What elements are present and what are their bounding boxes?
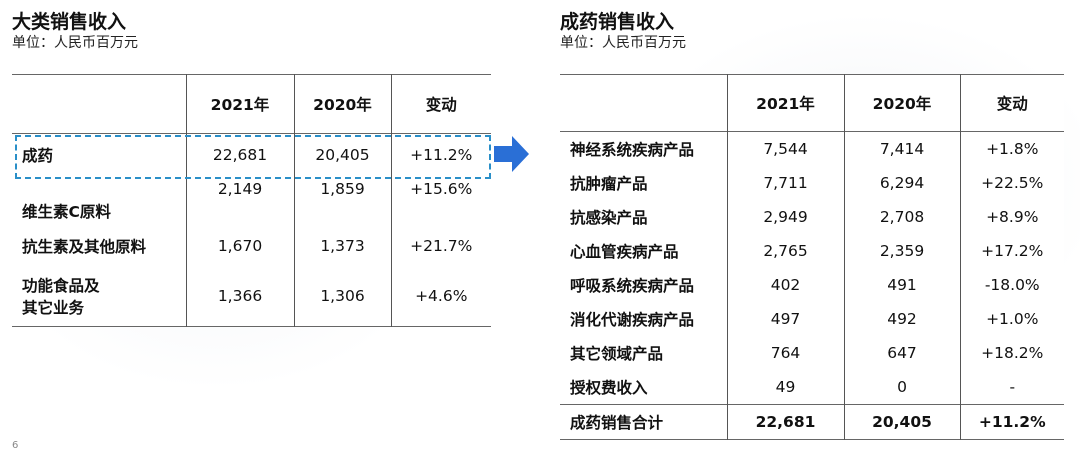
table-row: 维生素C原料 2,149 1,859 +15.6% bbox=[12, 176, 491, 226]
header-change: 变动 bbox=[390, 74, 491, 134]
value-2020: 7,414 bbox=[843, 131, 960, 166]
value-change: +22.5% bbox=[959, 166, 1064, 200]
drug-sales-title: 成药销售收入 bbox=[560, 11, 675, 33]
value-2021: 7,711 bbox=[726, 166, 844, 200]
value-change: +1.8% bbox=[959, 131, 1064, 166]
value-2020: 1,859 bbox=[293, 176, 391, 226]
row-label: 成药 bbox=[22, 147, 54, 165]
value-2021: 49 bbox=[726, 370, 844, 405]
value-2021: 1,670 bbox=[185, 226, 294, 266]
table-row: 成药 22,681 20,405 +11.2% bbox=[12, 133, 491, 176]
total-2020: 20,405 bbox=[843, 404, 960, 440]
row-label-line-2: 其它业务 bbox=[22, 299, 85, 317]
value-change: +21.7% bbox=[390, 226, 491, 266]
table-header-row: 2021年 2020年 变动 bbox=[560, 74, 1064, 132]
value-2021: 2,949 bbox=[726, 200, 844, 234]
value-2020: 1,373 bbox=[293, 226, 391, 266]
category-sales-unit: 单位：人民币百万元 bbox=[12, 35, 138, 51]
value-2020: 2,359 bbox=[843, 234, 960, 268]
value-2020: 492 bbox=[843, 302, 960, 336]
row-label: 消化代谢疾病产品 bbox=[570, 311, 695, 329]
total-label: 成药销售合计 bbox=[560, 404, 727, 440]
table-row: 呼吸系统疾病产品 402 491 -18.0% bbox=[560, 268, 1064, 302]
header-2021: 2021年 bbox=[185, 74, 294, 134]
table-row: 抗生素及其他原料 1,670 1,373 +21.7% bbox=[12, 226, 491, 266]
row-label: 抗肿瘤产品 bbox=[570, 175, 648, 193]
value-2020: 0 bbox=[843, 370, 960, 405]
value-change: +18.2% bbox=[959, 336, 1064, 370]
value-2021: 22,681 bbox=[185, 133, 294, 176]
value-2020: 491 bbox=[843, 268, 960, 302]
row-label: 功能食品及 其它业务 bbox=[12, 266, 186, 327]
total-change: +11.2% bbox=[959, 404, 1064, 440]
header-change: 变动 bbox=[959, 74, 1064, 132]
value-change: - bbox=[959, 370, 1064, 405]
value-2020: 6,294 bbox=[843, 166, 960, 200]
table-row: 消化代谢疾病产品 497 492 +1.0% bbox=[560, 302, 1064, 336]
drug-sales-unit: 单位：人民币百万元 bbox=[560, 35, 686, 51]
row-label: 呼吸系统疾病产品 bbox=[570, 277, 695, 295]
category-sales-table: 2021年 2020年 变动 成药 22,681 20,405 +11.2% 维… bbox=[12, 74, 491, 327]
value-change: +15.6% bbox=[390, 176, 491, 226]
row-label: 抗生素及其他原料 bbox=[22, 238, 147, 256]
drug-sales-panel: 成药销售收入 单位：人民币百万元 2021年 2020年 变动 神经系统疾病产品… bbox=[560, 10, 1064, 440]
value-2021: 1,366 bbox=[185, 266, 294, 327]
value-2021: 2,149 bbox=[185, 176, 294, 226]
value-change: +11.2% bbox=[390, 133, 491, 176]
value-2021: 2,765 bbox=[726, 234, 844, 268]
row-label: 授权费收入 bbox=[570, 379, 648, 397]
header-blank bbox=[12, 75, 186, 134]
header-2020: 2020年 bbox=[293, 74, 391, 134]
value-change: +8.9% bbox=[959, 200, 1064, 234]
row-label-line-1: 功能食品及 bbox=[22, 277, 100, 295]
value-change: +17.2% bbox=[959, 234, 1064, 268]
row-label: 维生素C原料 bbox=[22, 203, 111, 221]
table-header-row: 2021年 2020年 变动 bbox=[12, 74, 491, 134]
page-number: 6 bbox=[12, 440, 19, 451]
header-2020: 2020年 bbox=[843, 74, 960, 132]
total-2021: 22,681 bbox=[726, 404, 844, 440]
table-row: 抗感染产品 2,949 2,708 +8.9% bbox=[560, 200, 1064, 234]
table-row: 心血管疾病产品 2,765 2,359 +17.2% bbox=[560, 234, 1064, 268]
arrow-right-icon bbox=[494, 136, 529, 172]
value-2020: 2,708 bbox=[843, 200, 960, 234]
value-2021: 764 bbox=[726, 336, 844, 370]
value-2021: 497 bbox=[726, 302, 844, 336]
table-row: 神经系统疾病产品 7,544 7,414 +1.8% bbox=[560, 131, 1064, 166]
row-label: 神经系统疾病产品 bbox=[570, 141, 695, 159]
header-blank bbox=[560, 75, 727, 132]
value-change: -18.0% bbox=[959, 268, 1064, 302]
value-2020: 647 bbox=[843, 336, 960, 370]
drug-sales-table: 2021年 2020年 变动 神经系统疾病产品 7,544 7,414 +1.8… bbox=[560, 74, 1064, 440]
header-2021: 2021年 bbox=[726, 74, 844, 132]
value-2021: 402 bbox=[726, 268, 844, 302]
value-2021: 7,544 bbox=[726, 131, 844, 166]
value-change: +1.0% bbox=[959, 302, 1064, 336]
table-row: 其它领域产品 764 647 +18.2% bbox=[560, 336, 1064, 370]
row-label: 抗感染产品 bbox=[570, 209, 648, 227]
value-2020: 20,405 bbox=[293, 133, 391, 176]
category-sales-title: 大类销售收入 bbox=[12, 11, 127, 33]
total-row: 成药销售合计 22,681 20,405 +11.2% bbox=[560, 404, 1064, 440]
table-row: 功能食品及 其它业务 1,366 1,306 +4.6% bbox=[12, 266, 491, 327]
row-label: 其它领域产品 bbox=[570, 345, 664, 363]
table-row: 抗肿瘤产品 7,711 6,294 +22.5% bbox=[560, 166, 1064, 200]
table-row: 授权费收入 49 0 - bbox=[560, 370, 1064, 405]
value-2020: 1,306 bbox=[293, 266, 391, 327]
value-change: +4.6% bbox=[390, 266, 491, 327]
category-sales-panel: 大类销售收入 单位：人民币百万元 2021年 2020年 变动 成药 22,68… bbox=[12, 10, 491, 327]
row-label: 心血管疾病产品 bbox=[570, 243, 679, 261]
